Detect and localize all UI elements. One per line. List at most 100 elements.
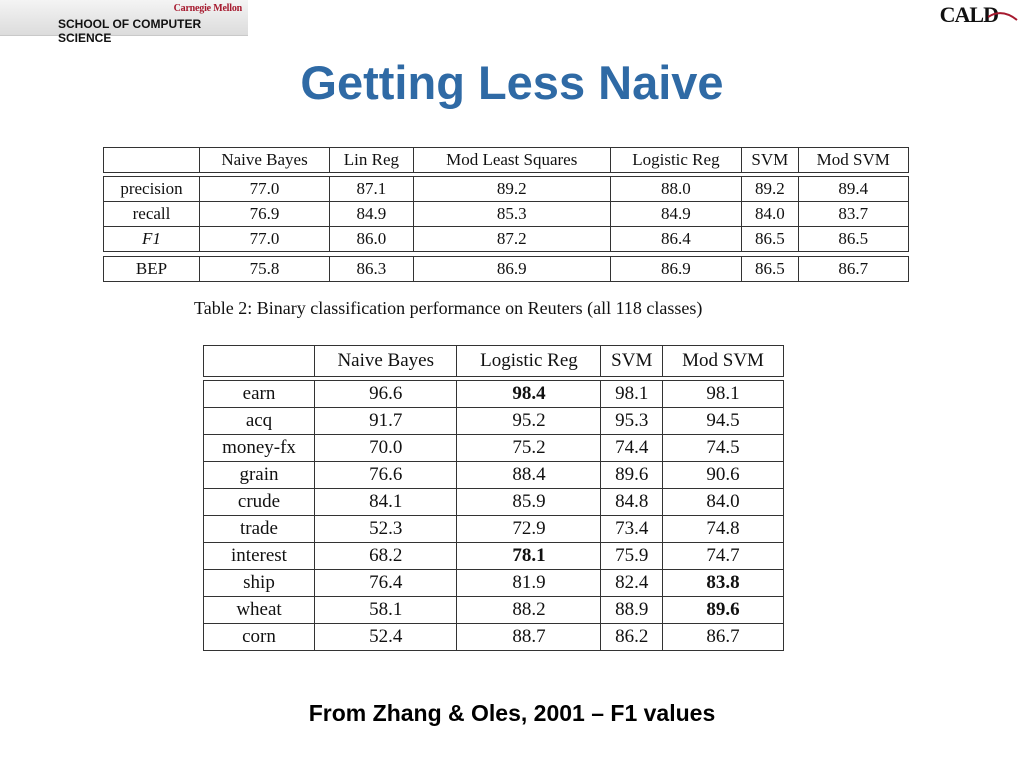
cell: 84.1 xyxy=(313,488,458,516)
cell: 76.9 xyxy=(198,201,331,227)
table1-col-header: Lin Reg xyxy=(329,147,414,173)
cell: 88.2 xyxy=(456,596,602,624)
row-label: recall xyxy=(103,201,200,227)
cell: 76.4 xyxy=(313,569,458,597)
cell: 76.6 xyxy=(313,461,458,489)
table1-caption: Table 2: Binary classification performan… xyxy=(194,298,703,318)
cell: 89.6 xyxy=(662,596,784,624)
cell: 86.4 xyxy=(609,226,743,252)
cell: 86.2 xyxy=(600,623,664,651)
cell: 86.9 xyxy=(609,256,743,282)
row-label: precision xyxy=(103,176,200,202)
cell: 77.0 xyxy=(198,226,331,252)
source-caption: From Zhang & Oles, 2001 – F1 values xyxy=(308,700,716,726)
cell: 81.9 xyxy=(456,569,602,597)
cell: 87.1 xyxy=(329,176,414,202)
table1-col-header: Mod SVM xyxy=(797,147,909,173)
table2-col-header: Logistic Reg xyxy=(456,345,602,377)
cell: 85.9 xyxy=(456,488,602,516)
row-label: money-fx xyxy=(203,434,315,462)
cell: 96.6 xyxy=(313,380,458,408)
cell: 83.7 xyxy=(797,201,909,227)
cell: 87.2 xyxy=(412,226,611,252)
cell: 84.9 xyxy=(609,201,743,227)
row-label: interest xyxy=(203,542,315,570)
table2-header-row: Naive Bayes Logistic Reg SVM Mod SVM xyxy=(203,345,784,377)
cell: 58.1 xyxy=(313,596,458,624)
cell: 83.8 xyxy=(662,569,784,597)
cell: 98.4 xyxy=(456,380,602,408)
table1-col-header: Naive Bayes xyxy=(198,147,331,173)
cell: 86.5 xyxy=(741,256,799,282)
cell: 84.9 xyxy=(329,201,414,227)
cell: 84.8 xyxy=(600,488,664,516)
table2-col-header: SVM xyxy=(600,345,664,377)
cell: 75.9 xyxy=(600,542,664,570)
cell: 86.0 xyxy=(329,226,414,252)
slide-title: Getting Less Naive xyxy=(300,56,724,109)
row-label: F1 xyxy=(103,226,200,252)
cell: 85.3 xyxy=(412,201,611,227)
table2-col-header: Naive Bayes xyxy=(313,345,458,377)
cell: 52.3 xyxy=(313,515,458,543)
table-row: interest 68.2 78.1 75.9 74.7 xyxy=(203,542,784,570)
table-row: earn 96.6 98.4 98.1 98.1 xyxy=(203,380,784,408)
row-label: wheat xyxy=(203,596,315,624)
cell: 89.2 xyxy=(741,176,799,202)
cell: 75.8 xyxy=(198,256,331,282)
cell: 82.4 xyxy=(600,569,664,597)
binary-classification-table: Naive Bayes Lin Reg Mod Least Squares Lo… xyxy=(103,147,909,282)
cell: 72.9 xyxy=(456,515,602,543)
cmu-name: Carnegie Mellon xyxy=(173,3,243,14)
table2-col-header xyxy=(203,345,315,377)
cell: 89.2 xyxy=(412,176,611,202)
cell: 84.0 xyxy=(741,201,799,227)
cell: 75.2 xyxy=(456,434,602,462)
cell: 78.1 xyxy=(456,542,602,570)
cald-swoosh-icon xyxy=(988,12,1018,21)
cell: 74.7 xyxy=(662,542,784,570)
cald-logo-text: CALD xyxy=(939,2,999,27)
row-label: crude xyxy=(203,488,315,516)
table1-col-header: SVM xyxy=(741,147,799,173)
table-row: recall 76.9 84.9 85.3 84.9 84.0 83.7 xyxy=(103,201,909,227)
cell: 86.5 xyxy=(741,226,799,252)
cell: 88.9 xyxy=(600,596,664,624)
per-category-f1-table: Naive Bayes Logistic Reg SVM Mod SVM ear… xyxy=(203,345,784,651)
row-label: BEP xyxy=(103,256,200,282)
table-row: money-fx 70.0 75.2 74.4 74.5 xyxy=(203,434,784,462)
row-label: corn xyxy=(203,623,315,651)
cell: 89.4 xyxy=(797,176,909,202)
table-row: F1 77.0 86.0 87.2 86.4 86.5 86.5 xyxy=(103,226,909,252)
cell: 74.8 xyxy=(662,515,784,543)
cell: 52.4 xyxy=(313,623,458,651)
cell: 89.6 xyxy=(600,461,664,489)
cell: 74.4 xyxy=(600,434,664,462)
cell: 98.1 xyxy=(600,380,664,408)
school-name: SCHOOL OF COMPUTER SCIENCE xyxy=(58,17,202,45)
table-row: trade 52.3 72.9 73.4 74.8 xyxy=(203,515,784,543)
table1-col-header: Mod Least Squares xyxy=(412,147,611,173)
cell: 86.7 xyxy=(662,623,784,651)
table-row: grain 76.6 88.4 89.6 90.6 xyxy=(203,461,784,489)
cell: 88.4 xyxy=(456,461,602,489)
table-row: wheat 58.1 88.2 88.9 89.6 xyxy=(203,596,784,624)
cmu-scs-banner: Carnegie Mellon SCHOOL OF COMPUTER SCIEN… xyxy=(0,0,248,45)
row-label: acq xyxy=(203,407,315,435)
table-row: ship 76.4 81.9 82.4 83.8 xyxy=(203,569,784,597)
cell: 74.5 xyxy=(662,434,784,462)
cell: 86.3 xyxy=(329,256,414,282)
table-row: corn 52.4 88.7 86.2 86.7 xyxy=(203,623,784,651)
cell: 70.0 xyxy=(313,434,458,462)
row-label: ship xyxy=(203,569,315,597)
cell: 91.7 xyxy=(313,407,458,435)
cell: 77.0 xyxy=(198,176,331,202)
row-label: trade xyxy=(203,515,315,543)
table1-col-header: Logistic Reg xyxy=(609,147,743,173)
cell: 88.7 xyxy=(456,623,602,651)
table1-col-header xyxy=(103,147,200,173)
table2-col-header: Mod SVM xyxy=(662,345,784,377)
table-row: acq 91.7 95.2 95.3 94.5 xyxy=(203,407,784,435)
cell: 90.6 xyxy=(662,461,784,489)
cell: 86.5 xyxy=(797,226,909,252)
